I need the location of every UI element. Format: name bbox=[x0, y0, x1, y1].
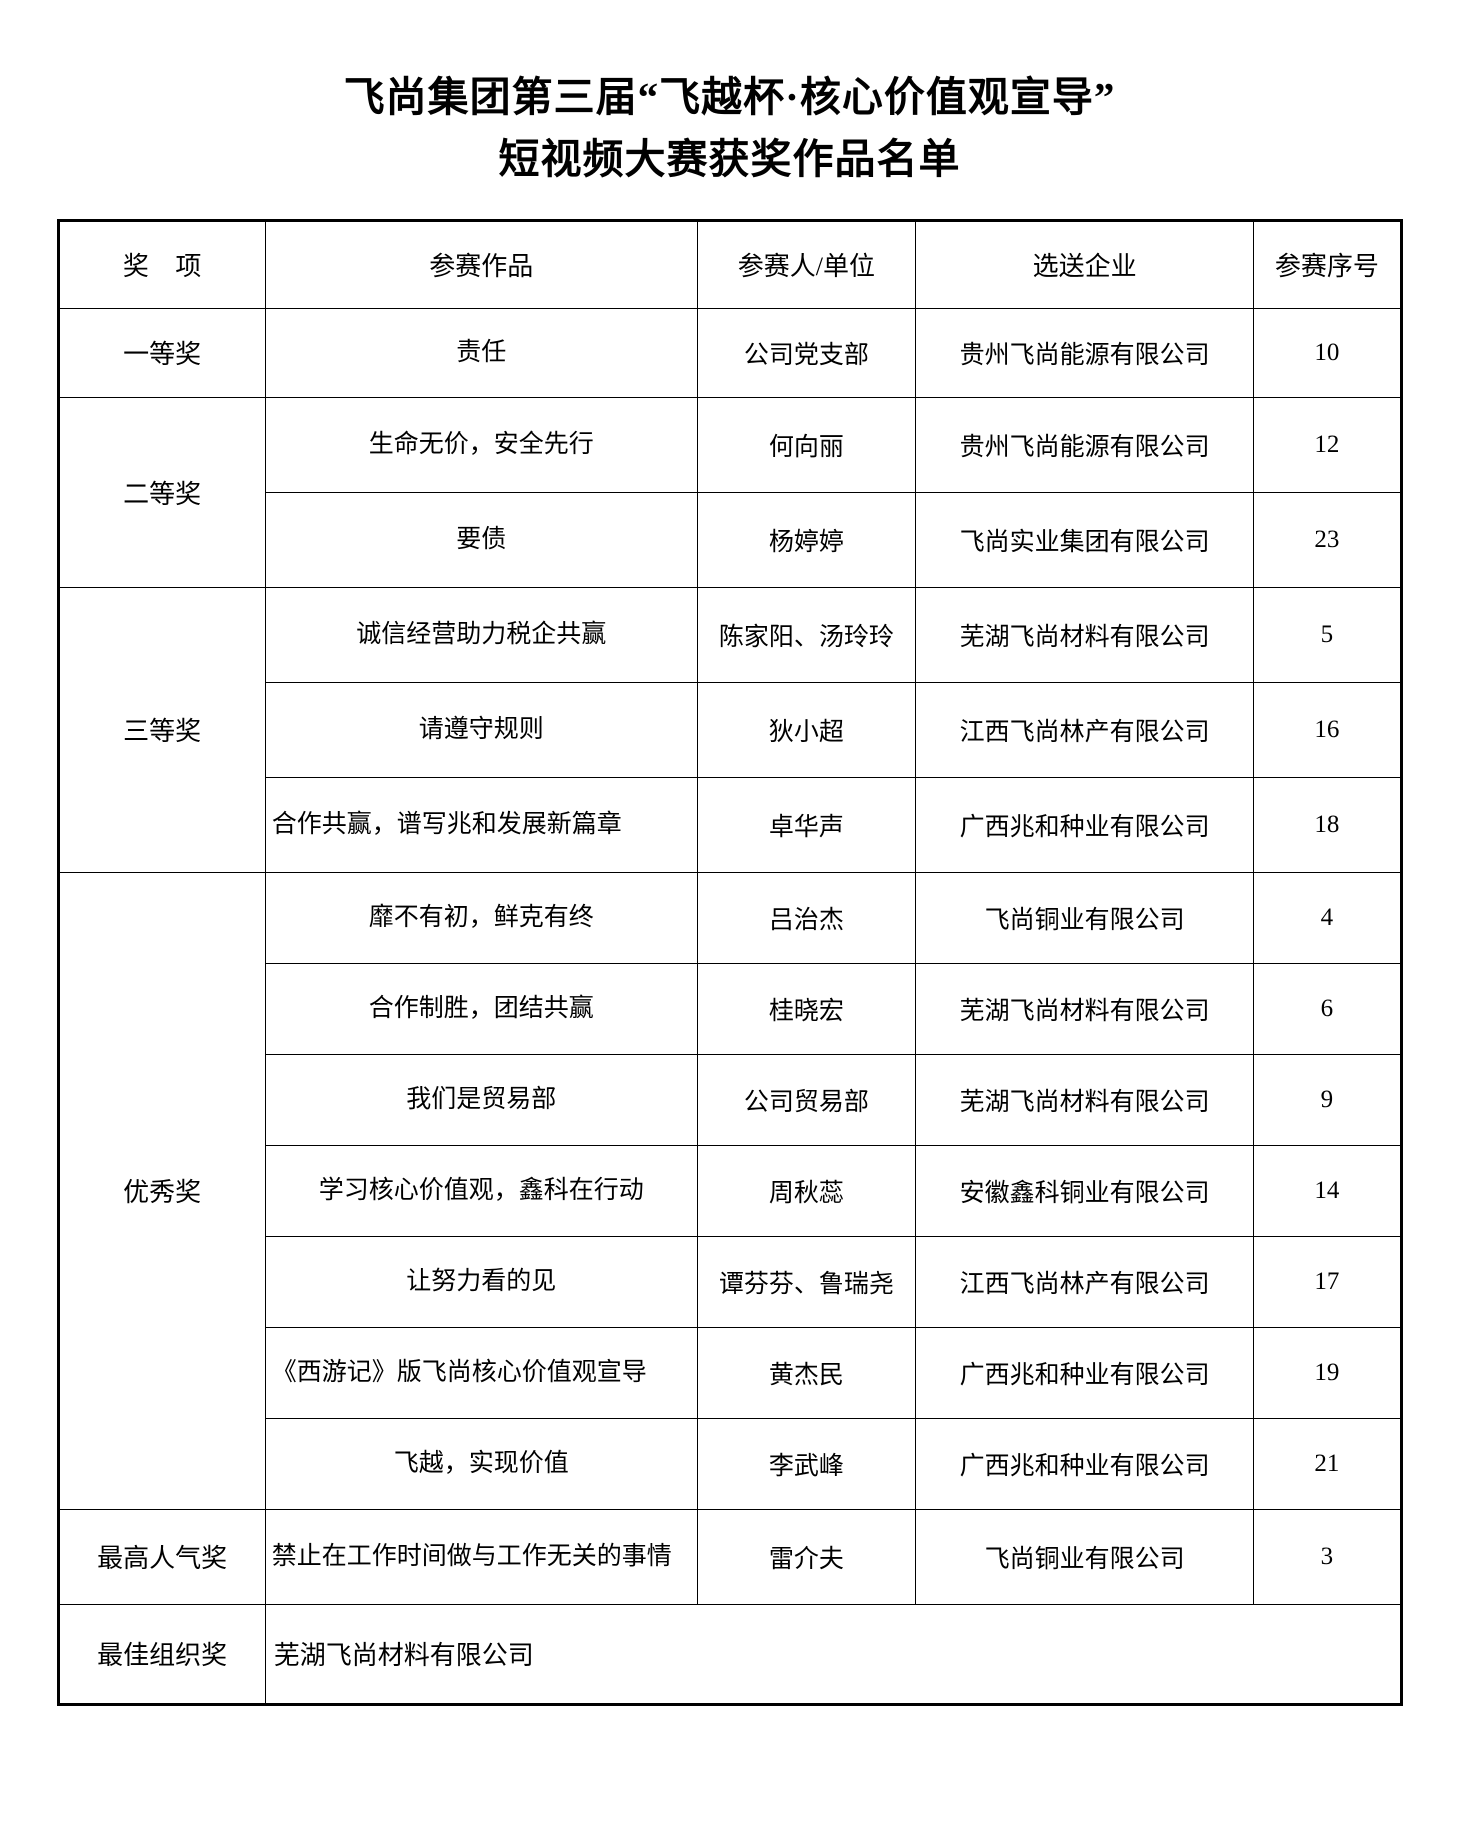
participant-cell: 何向丽 bbox=[696, 396, 916, 493]
work-title-cell: 靡不有初，鲜克有终 bbox=[264, 871, 698, 964]
work-title-cell: 我们是贸易部 bbox=[264, 1053, 698, 1146]
award-category-cell: 优秀奖 bbox=[57, 871, 266, 1510]
work-title-cell: 生命无价，安全先行 bbox=[264, 396, 698, 493]
table-row: 《西游记》版飞尚核心价值观宣导 黄杰民 广西兆和种业有限公司 19 bbox=[58, 1326, 1402, 1419]
company-cell: 江西飞尚林产有限公司 bbox=[914, 1235, 1255, 1328]
work-title-cell: 要债 bbox=[264, 491, 698, 588]
table-row: 合作制胜，团结共赢 桂晓宏 芜湖飞尚材料有限公司 6 bbox=[58, 962, 1402, 1055]
table-row: 合作共赢，谱写兆和发展新篇章 卓华声 广西兆和种业有限公司 18 bbox=[58, 776, 1402, 873]
participant-cell: 谭芬芬、鲁瑞尧 bbox=[696, 1235, 916, 1328]
table-row: 二等奖 生命无价，安全先行 何向丽 贵州飞尚能源有限公司 12 bbox=[57, 396, 1402, 588]
participant-cell: 雷介夫 bbox=[696, 1508, 916, 1605]
work-title-cell: 让努力看的见 bbox=[264, 1235, 698, 1328]
page-title-line-2: 短视频大赛获奖作品名单 bbox=[498, 136, 961, 183]
table-row: 学习核心价值观，鑫科在行动 周秋蕊 安徽鑫科铜业有限公司 14 bbox=[58, 1144, 1402, 1237]
participant-cell: 黄杰民 bbox=[696, 1326, 916, 1419]
table-row: 三等奖 诚信经营助力税企共赢 陈家阳、汤玲玲 芜湖飞尚材料有限公司 5 bbox=[57, 586, 1402, 873]
column-header-award: 奖 项 bbox=[57, 219, 266, 309]
table-row: 优秀奖 靡不有初，鲜克有终 吕治杰 飞尚铜业有限公司 4 bbox=[57, 871, 1402, 1510]
company-cell: 广西兆和种业有限公司 bbox=[914, 776, 1255, 873]
company-cell: 广西兆和种业有限公司 bbox=[914, 1417, 1255, 1510]
sequence-number-cell: 10 bbox=[1253, 307, 1402, 398]
sequence-number-cell: 23 bbox=[1253, 491, 1402, 588]
table-row: 最佳组织奖 芜湖飞尚材料有限公司 bbox=[57, 1603, 1402, 1705]
column-header-work: 参赛作品 bbox=[264, 219, 698, 309]
page-title: 飞尚集团第三届“飞越杯·核心价值观宣导” 短视频大赛获奖作品名单 bbox=[0, 0, 1459, 190]
column-header-person: 参赛人/单位 bbox=[696, 219, 916, 309]
award-category-cell: 最高人气奖 bbox=[57, 1508, 266, 1605]
company-cell: 贵州飞尚能源有限公司 bbox=[914, 396, 1255, 493]
work-title-cell: 《西游记》版飞尚核心价值观宣导 bbox=[264, 1326, 698, 1419]
participant-cell: 陈家阳、汤玲玲 bbox=[696, 586, 916, 683]
sequence-number-cell: 3 bbox=[1253, 1508, 1402, 1605]
table-row: 飞越，实现价值 李武峰 广西兆和种业有限公司 21 bbox=[58, 1417, 1402, 1510]
work-title-cell: 禁止在工作时间做与工作无关的事情 bbox=[264, 1508, 698, 1605]
sequence-number-cell: 18 bbox=[1253, 776, 1402, 873]
participant-cell: 杨婷婷 bbox=[696, 491, 916, 588]
table-body: 一等奖 责任 公司党支部 贵州飞尚能源有限公司 10 二等奖 生命无价，安全先行… bbox=[57, 307, 1402, 1705]
company-cell: 飞尚铜业有限公司 bbox=[914, 871, 1255, 964]
table-row: 让努力看的见 谭芬芬、鲁瑞尧 江西飞尚林产有限公司 17 bbox=[58, 1235, 1402, 1328]
work-title-cell: 合作共赢，谱写兆和发展新篇章 bbox=[264, 776, 698, 873]
sequence-number-cell: 4 bbox=[1253, 871, 1402, 964]
award-category-cell: 二等奖 bbox=[57, 396, 266, 588]
sequence-number-cell: 21 bbox=[1253, 1417, 1402, 1510]
work-title-cell: 诚信经营助力税企共赢 bbox=[264, 586, 698, 683]
participant-cell: 李武峰 bbox=[696, 1417, 916, 1510]
table-row: 我们是贸易部 公司贸易部 芜湖飞尚材料有限公司 9 bbox=[58, 1053, 1402, 1146]
table-row: 一等奖 责任 公司党支部 贵州飞尚能源有限公司 10 bbox=[57, 307, 1402, 398]
company-cell: 芜湖飞尚材料有限公司 bbox=[914, 962, 1255, 1055]
award-category-cell: 一等奖 bbox=[57, 307, 266, 398]
table-header-row: 奖 项 参赛作品 参赛人/单位 选送企业 参赛序号 bbox=[57, 219, 1402, 309]
work-title-cell: 责任 bbox=[264, 307, 698, 398]
award-table-container: 奖 项 参赛作品 参赛人/单位 选送企业 参赛序号 一等奖 责任 公司党支部 贵… bbox=[56, 218, 1403, 1706]
participant-cell: 桂晓宏 bbox=[696, 962, 916, 1055]
company-cell: 安徽鑫科铜业有限公司 bbox=[914, 1144, 1255, 1237]
sequence-number-cell: 12 bbox=[1253, 396, 1402, 493]
sequence-number-cell: 5 bbox=[1253, 586, 1402, 683]
page-title-line-1: 飞尚集团第三届“飞越杯·核心价值观宣导” bbox=[343, 74, 1116, 120]
sequence-number-cell: 9 bbox=[1253, 1053, 1402, 1146]
participant-cell: 吕治杰 bbox=[696, 871, 916, 964]
participant-cell: 卓华声 bbox=[696, 776, 916, 873]
participant-cell: 周秋蕊 bbox=[696, 1144, 916, 1237]
sequence-number-cell: 14 bbox=[1253, 1144, 1402, 1237]
company-cell: 广西兆和种业有限公司 bbox=[914, 1326, 1255, 1419]
table-row: 最高人气奖 禁止在工作时间做与工作无关的事情 雷介夫 飞尚铜业有限公司 3 bbox=[57, 1508, 1402, 1605]
work-title-cell: 合作制胜，团结共赢 bbox=[264, 962, 698, 1055]
table-row: 请遵守规则 狄小超 江西飞尚林产有限公司 16 bbox=[58, 681, 1402, 778]
table-header: 奖 项 参赛作品 参赛人/单位 选送企业 参赛序号 bbox=[57, 219, 1402, 309]
work-title-cell: 请遵守规则 bbox=[264, 681, 698, 778]
award-category-cell: 最佳组织奖 bbox=[57, 1603, 266, 1705]
company-cell: 飞尚实业集团有限公司 bbox=[914, 491, 1255, 588]
participant-cell: 公司贸易部 bbox=[696, 1053, 916, 1146]
sequence-number-cell: 16 bbox=[1253, 681, 1402, 778]
work-title-cell: 飞越，实现价值 bbox=[264, 1417, 698, 1510]
award-table: 奖 项 参赛作品 参赛人/单位 选送企业 参赛序号 一等奖 责任 公司党支部 贵… bbox=[56, 218, 1403, 1706]
best-organization-value-cell: 芜湖飞尚材料有限公司 bbox=[264, 1603, 1402, 1705]
column-header-company: 选送企业 bbox=[914, 219, 1255, 309]
column-header-seq: 参赛序号 bbox=[1253, 219, 1402, 309]
company-cell: 贵州飞尚能源有限公司 bbox=[914, 307, 1255, 398]
sequence-number-cell: 17 bbox=[1253, 1235, 1402, 1328]
company-cell: 芜湖飞尚材料有限公司 bbox=[914, 586, 1255, 683]
participant-cell: 狄小超 bbox=[696, 681, 916, 778]
sequence-number-cell: 6 bbox=[1253, 962, 1402, 1055]
company-cell: 飞尚铜业有限公司 bbox=[914, 1508, 1255, 1605]
company-cell: 芜湖飞尚材料有限公司 bbox=[914, 1053, 1255, 1146]
award-category-cell: 三等奖 bbox=[57, 586, 266, 873]
work-title-cell: 学习核心价值观，鑫科在行动 bbox=[264, 1144, 698, 1237]
company-cell: 江西飞尚林产有限公司 bbox=[914, 681, 1255, 778]
sequence-number-cell: 19 bbox=[1253, 1326, 1402, 1419]
participant-cell: 公司党支部 bbox=[696, 307, 916, 398]
